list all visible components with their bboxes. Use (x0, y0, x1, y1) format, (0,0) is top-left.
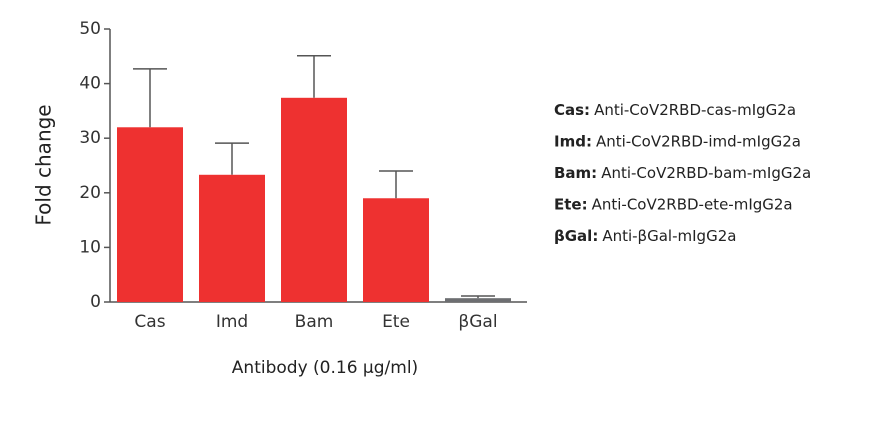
bar (281, 97, 347, 303)
y-tick-label: 0 (90, 292, 101, 312)
legend-note: Ete: Anti-CoV2RBD-ete-mIgG2a (554, 195, 793, 213)
x-axis-label: Antibody (0.16 µg/ml) (232, 358, 418, 378)
y-axis-label: Fold change (32, 104, 56, 225)
y-tick-label: 10 (79, 237, 101, 257)
legend-text: Anti-CoV2RBD-bam-mIgG2a (601, 164, 811, 182)
legend-note: Cas: Anti-CoV2RBD-cas-mIgG2a (554, 101, 796, 119)
legend-text: Anti-CoV2RBD-imd-mIgG2a (596, 132, 801, 150)
legend-text: Anti-βGal-mIgG2a (602, 227, 736, 245)
legend-abbr: Bam: (554, 164, 597, 182)
x-tick-label: Bam (295, 312, 334, 332)
legend-abbr: Imd: (554, 132, 592, 150)
legend-text: Anti-CoV2RBD-ete-mIgG2a (592, 195, 793, 213)
y-tick-label: 40 (79, 74, 101, 94)
y-tick-label: 30 (79, 128, 101, 148)
x-tick-label: Imd (216, 312, 248, 332)
legend-note: Imd: Anti-CoV2RBD-imd-mIgG2a (554, 132, 801, 150)
x-tick-label: Ete (382, 312, 410, 332)
x-tick-label: Cas (134, 312, 165, 332)
legend-abbr: Ete: (554, 195, 588, 213)
y-tick-label: 20 (79, 183, 101, 203)
legend-abbr: Cas: (554, 101, 590, 119)
bar (199, 174, 265, 302)
x-tick-label: βGal (458, 312, 497, 332)
legend-abbr: βGal: (554, 227, 598, 245)
legend-note: βGal: Anti-βGal-mIgG2a (554, 227, 736, 245)
bar (363, 198, 429, 302)
bar (117, 127, 183, 302)
legend-note: Bam: Anti-CoV2RBD-bam-mIgG2a (554, 164, 811, 182)
legend-text: Anti-CoV2RBD-cas-mIgG2a (594, 101, 796, 119)
bar (445, 298, 511, 302)
y-tick-label: 50 (79, 19, 101, 39)
